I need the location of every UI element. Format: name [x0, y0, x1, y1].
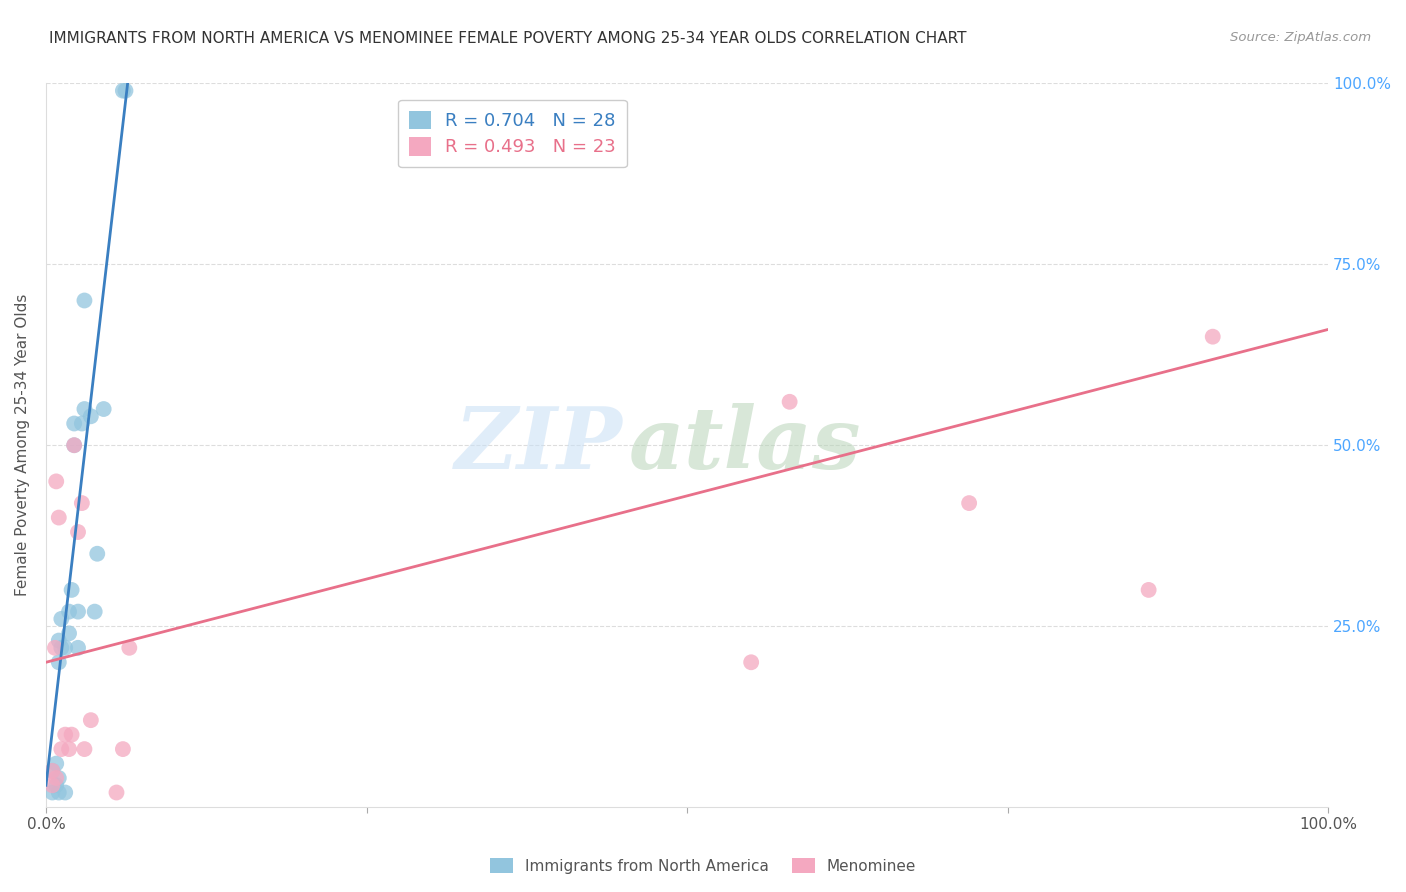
Point [111, 742, 134, 756]
Point [1137, 582, 1160, 597]
Point [63, 438, 86, 452]
Point [45, 756, 67, 771]
Legend: Immigrants from North America, Menominee: Immigrants from North America, Menominee [484, 852, 922, 880]
Point [48, 633, 70, 648]
Legend: R = 0.704   N = 28, R = 0.493   N = 23: R = 0.704 N = 28, R = 0.493 N = 23 [398, 100, 627, 168]
Point [58, 605, 80, 619]
Point [60, 582, 83, 597]
Point [48, 655, 70, 669]
Text: Source: ZipAtlas.com: Source: ZipAtlas.com [1230, 31, 1371, 45]
Point [48, 785, 70, 799]
Point [45, 475, 67, 489]
Point [73, 402, 96, 417]
Point [779, 394, 801, 409]
Point [66, 605, 89, 619]
Point [66, 640, 89, 655]
Text: atlas: atlas [630, 403, 862, 487]
Point [118, 640, 141, 655]
Text: IMMIGRANTS FROM NORTH AMERICA VS MENOMINEE FEMALE POVERTY AMONG 25-34 YEAR OLDS : IMMIGRANTS FROM NORTH AMERICA VS MENOMIN… [49, 31, 967, 46]
Point [45, 771, 67, 785]
Point [73, 293, 96, 308]
Point [48, 510, 70, 524]
Point [105, 785, 128, 799]
Point [41, 764, 63, 778]
Point [86, 547, 108, 561]
Text: ZIP: ZIP [456, 403, 623, 487]
Point [58, 626, 80, 640]
Point [93, 402, 115, 417]
Point [41, 764, 63, 778]
Point [66, 524, 89, 539]
Y-axis label: Female Poverty Among 25-34 Year Olds: Female Poverty Among 25-34 Year Olds [15, 294, 30, 597]
Point [70, 417, 93, 431]
Point [45, 778, 67, 792]
Point [48, 771, 70, 785]
Point [740, 655, 762, 669]
Point [41, 785, 63, 799]
Point [44, 640, 66, 655]
Point [83, 605, 105, 619]
Point [51, 640, 73, 655]
Point [957, 496, 980, 510]
Point [63, 438, 86, 452]
Point [53, 728, 76, 742]
Point [114, 84, 136, 98]
Point [63, 417, 86, 431]
Point [80, 713, 103, 727]
Point [111, 84, 134, 98]
Point [80, 409, 103, 424]
Point [53, 640, 76, 655]
Point [51, 612, 73, 626]
Point [60, 728, 83, 742]
Point [70, 496, 93, 510]
Point [58, 742, 80, 756]
Point [41, 778, 63, 792]
Point [51, 742, 73, 756]
Point [1202, 329, 1225, 343]
Point [53, 785, 76, 799]
Point [73, 742, 96, 756]
